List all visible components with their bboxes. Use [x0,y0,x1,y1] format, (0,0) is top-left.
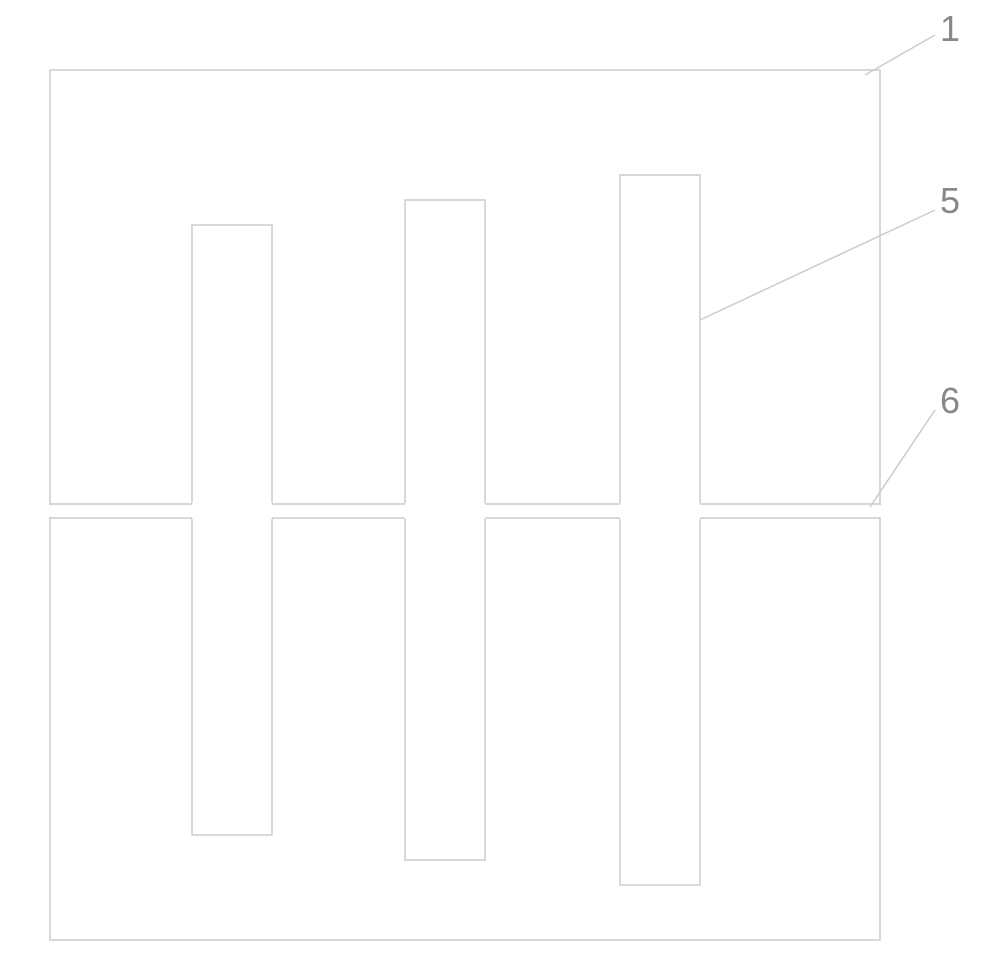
callout-line-1 [865,35,935,75]
label-5: 5 [940,180,960,222]
diagram-svg [0,0,1000,962]
column-2 [405,200,485,860]
label-1: 1 [940,8,960,50]
column-1 [192,225,272,835]
column-3 [620,175,700,885]
label-6: 6 [940,380,960,422]
